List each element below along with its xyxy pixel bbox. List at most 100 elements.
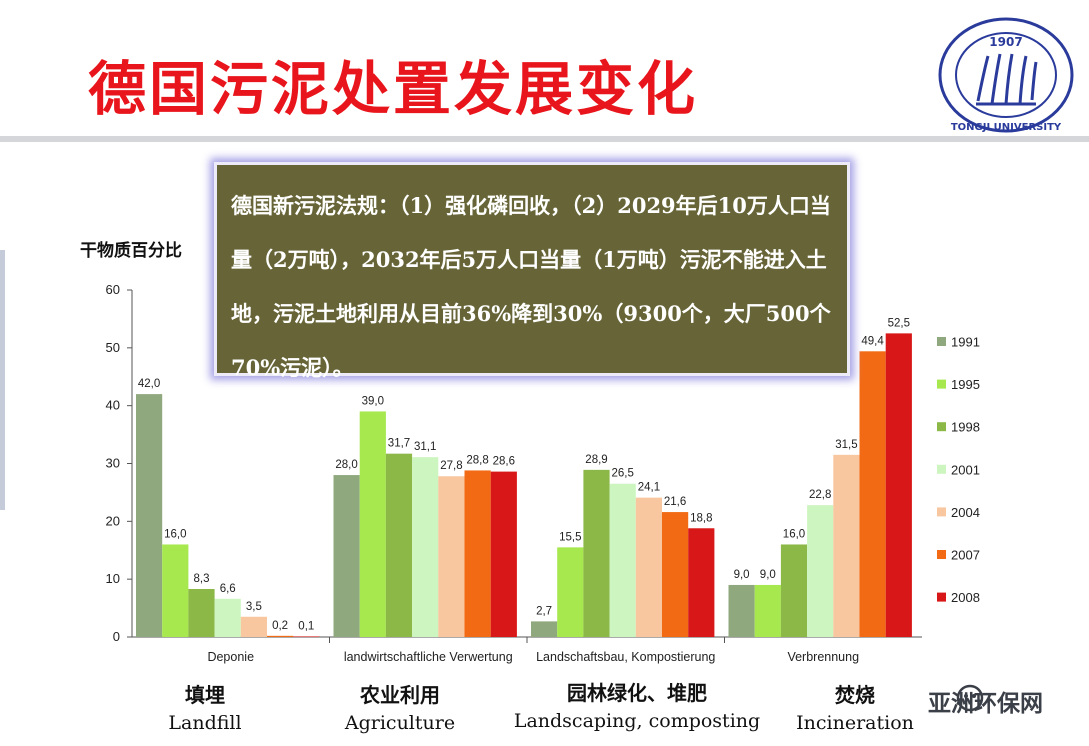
- y-tick-label: 20: [106, 513, 120, 528]
- y-tick-label: 0: [113, 629, 120, 644]
- bar: [214, 598, 241, 637]
- watermark-text: 亚洲环保网: [928, 691, 1043, 717]
- data-label: 24,1: [638, 482, 660, 494]
- bar: [136, 394, 163, 637]
- bar: [267, 635, 294, 637]
- data-label: 31,5: [835, 439, 857, 451]
- bar: [688, 528, 715, 637]
- category-label-en: Landfill: [168, 712, 242, 734]
- data-label: 16,0: [164, 528, 186, 540]
- bar: [438, 476, 465, 637]
- legend-swatch: [937, 337, 946, 346]
- data-label: 31,7: [388, 438, 410, 450]
- data-label: 28,9: [585, 454, 607, 466]
- y-tick-label: 60: [106, 282, 120, 297]
- bar: [807, 505, 834, 637]
- bar: [662, 512, 689, 637]
- legend-label: 1991: [951, 335, 980, 350]
- data-label: 9,0: [760, 569, 776, 581]
- tongji-university-logo: 1907 TONGJI UNIVERSITY: [938, 17, 1074, 133]
- slide-title: 德国污泥处置发展变化: [88, 55, 699, 123]
- legend-label: 1998: [951, 420, 980, 435]
- category-label-incineration: 焚烧 Incineration: [770, 682, 940, 738]
- data-label: 28,0: [335, 459, 357, 471]
- data-label: 15,5: [559, 531, 581, 543]
- y-tick-label: 10: [106, 571, 120, 586]
- logo-year: 1907: [989, 35, 1022, 49]
- bar: [754, 584, 781, 637]
- data-label: 28,8: [466, 454, 488, 466]
- data-label: 26,5: [612, 468, 634, 480]
- data-label: 27,8: [440, 460, 462, 472]
- legend-label: 2008: [951, 590, 980, 605]
- wechat-icon: [956, 684, 984, 712]
- data-label: 42,0: [138, 378, 160, 390]
- bar: [464, 470, 491, 637]
- bar: [240, 616, 267, 637]
- bar: [333, 475, 360, 637]
- bar: [583, 469, 610, 637]
- data-label: 22,8: [809, 489, 831, 501]
- bar: [293, 636, 320, 638]
- category-label-cn: 园林绿化、堆肥: [567, 681, 707, 705]
- legend-label: 2004: [951, 505, 980, 520]
- legend-swatch: [937, 464, 946, 474]
- y-tick-label: 30: [106, 456, 120, 471]
- bar: [557, 547, 584, 637]
- legend-swatch: [937, 379, 946, 389]
- logo-text: TONGJI UNIVERSITY: [951, 122, 1062, 133]
- bar: [885, 333, 912, 637]
- legend-swatch: [937, 592, 946, 602]
- data-label: 18,8: [690, 512, 712, 524]
- legend-label: 2001: [951, 462, 980, 477]
- legend-swatch: [937, 507, 946, 517]
- category-label-landscaping: 园林绿化、堆肥 Landscaping, composting: [512, 680, 762, 736]
- bar: [412, 457, 439, 637]
- data-label: 16,0: [783, 528, 805, 540]
- header-divider: [0, 136, 1089, 142]
- regulation-callout: 德国新污泥法规：（1）强化磷回收，（2）2029年后10万人口当量（2万吨），2…: [214, 162, 850, 380]
- data-label: 3,5: [246, 601, 262, 613]
- bar: [188, 588, 215, 637]
- bar: [359, 411, 386, 637]
- data-label: 2,7: [536, 605, 552, 617]
- category-label-agriculture: 农业利用 Agriculture: [320, 682, 480, 738]
- data-label: 21,6: [664, 496, 686, 508]
- legend-label: 2007: [951, 548, 980, 563]
- x-tick-label: Verbrennung: [787, 650, 859, 664]
- data-label: 0,1: [298, 620, 314, 632]
- bar: [385, 453, 413, 637]
- x-tick-label: Deponie: [207, 650, 254, 664]
- legend-label: 1995: [951, 377, 980, 392]
- legend-swatch: [937, 422, 946, 432]
- data-label: 49,4: [861, 335, 884, 347]
- y-tick-label: 50: [106, 340, 120, 355]
- data-label: 0,2: [272, 620, 288, 632]
- data-label: 6,6: [220, 583, 236, 595]
- category-label-cn: 农业利用: [360, 683, 440, 707]
- bar: [833, 454, 860, 637]
- slide-header: [0, 0, 1089, 140]
- data-label: 8,3: [194, 573, 210, 585]
- bar: [531, 621, 558, 637]
- bar: [728, 584, 755, 637]
- category-label-en: Landscaping, composting: [513, 710, 761, 732]
- category-label-cn: 焚烧: [835, 683, 875, 707]
- data-label: 52,5: [888, 317, 910, 329]
- category-label-en: Agriculture: [344, 712, 456, 734]
- data-label: 31,1: [414, 441, 436, 453]
- data-label: 28,6: [493, 456, 515, 468]
- y-axis-title: 干物质百分比: [80, 241, 182, 261]
- category-label-cn: 填埋: [185, 683, 225, 707]
- x-tick-label: Landschaftsbau, Kompostierung: [536, 650, 715, 664]
- bar: [609, 483, 636, 637]
- category-label-landfill: 填埋 Landfill: [130, 682, 280, 738]
- bar: [490, 471, 517, 637]
- y-tick-label: 40: [106, 398, 120, 413]
- category-label-en: Incineration: [796, 712, 914, 734]
- left-edge-bar: [0, 250, 5, 510]
- bar: [635, 497, 662, 637]
- bar: [162, 544, 189, 637]
- bar: [780, 544, 808, 637]
